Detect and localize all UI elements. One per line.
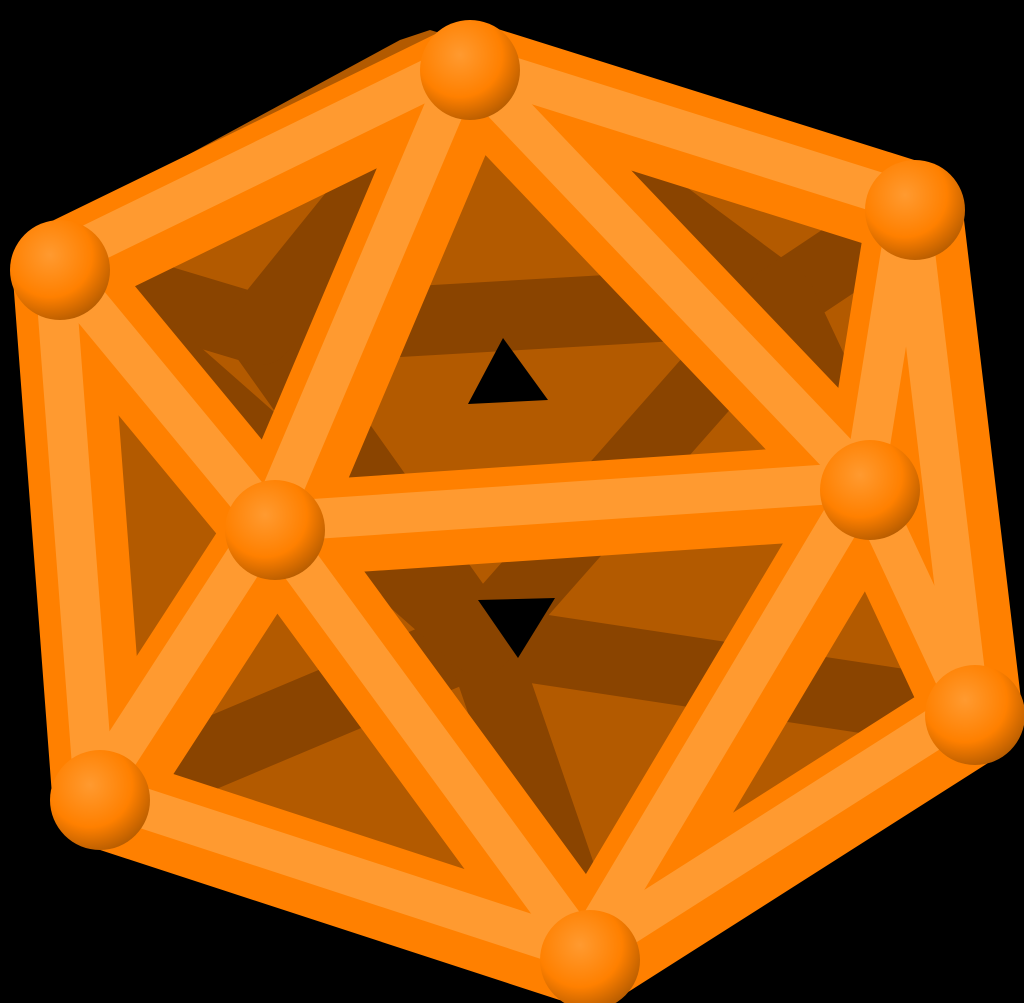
vertices [10,20,1024,1003]
edge-highlight [444,42,884,502]
vertex-node [10,220,110,320]
edge-highlight [564,687,989,972]
vertex-node [225,480,325,580]
vertex-node [820,440,920,540]
edge-highlight [34,242,114,812]
vertex-node [540,910,640,1003]
vertex-node [50,750,150,850]
edge-highlight [249,42,484,542]
edge-highlight [74,772,604,972]
edge-highlight [889,182,989,727]
lower-hole [478,598,555,658]
edge-highlight [34,42,484,282]
vertex-node [925,665,1024,765]
vertex-node [420,20,520,120]
vertex-node [865,160,965,260]
edge-highlight [564,462,884,972]
upper-hole [468,338,548,404]
edge-highlight [249,462,884,542]
edge-highlight [74,502,289,812]
edge-highlight [444,42,929,222]
edge-highlight [249,502,604,972]
